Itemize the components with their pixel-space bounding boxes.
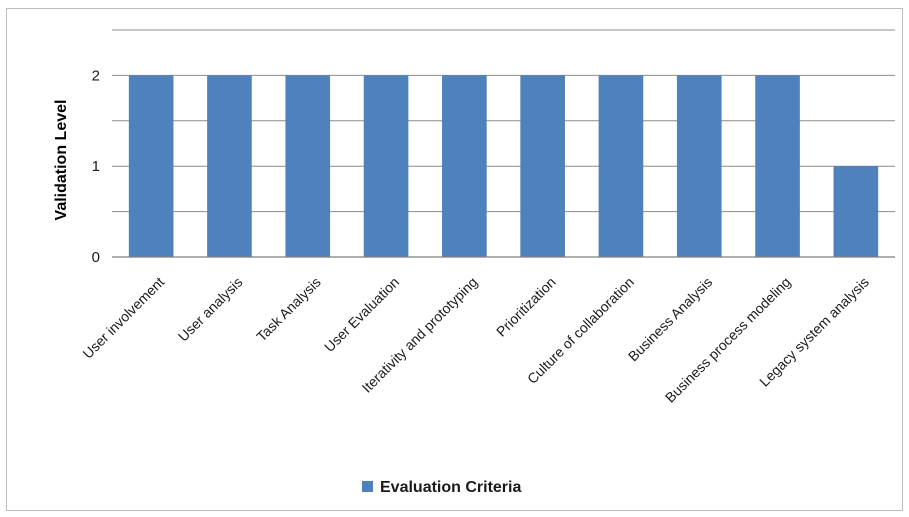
bar xyxy=(833,166,879,257)
x-category-label: Business process modeling xyxy=(662,274,794,406)
bar xyxy=(363,75,409,258)
y-axis-title: Validation Level xyxy=(53,100,70,221)
x-category-label: Task Analysis xyxy=(253,274,324,345)
bar xyxy=(755,75,800,258)
bar xyxy=(128,75,174,258)
legend: Evaluation Criteria xyxy=(362,479,521,496)
x-category-label: Business Analysis xyxy=(625,274,716,365)
y-tick-label: 2 xyxy=(92,67,100,84)
y-tick-labels: 0 1 2 xyxy=(92,67,100,266)
legend-label: Evaluation Criteria xyxy=(380,479,521,496)
y-tick-label: 1 xyxy=(92,158,100,175)
x-category-labels: User involvement User analysis Task Analys… xyxy=(79,274,871,406)
x-category-label: User Evaluation xyxy=(321,274,402,355)
bar xyxy=(520,75,565,258)
bar xyxy=(598,75,644,258)
bars xyxy=(128,75,879,258)
bar xyxy=(207,75,252,258)
legend-swatch xyxy=(362,481,373,492)
x-category-label: User analysis xyxy=(175,274,246,345)
bar xyxy=(442,75,487,258)
bar xyxy=(285,75,331,258)
x-category-label: User involvement xyxy=(79,274,167,362)
bar xyxy=(676,75,722,258)
x-category-label: Prioritization xyxy=(493,274,559,340)
y-tick-label: 0 xyxy=(92,249,100,266)
